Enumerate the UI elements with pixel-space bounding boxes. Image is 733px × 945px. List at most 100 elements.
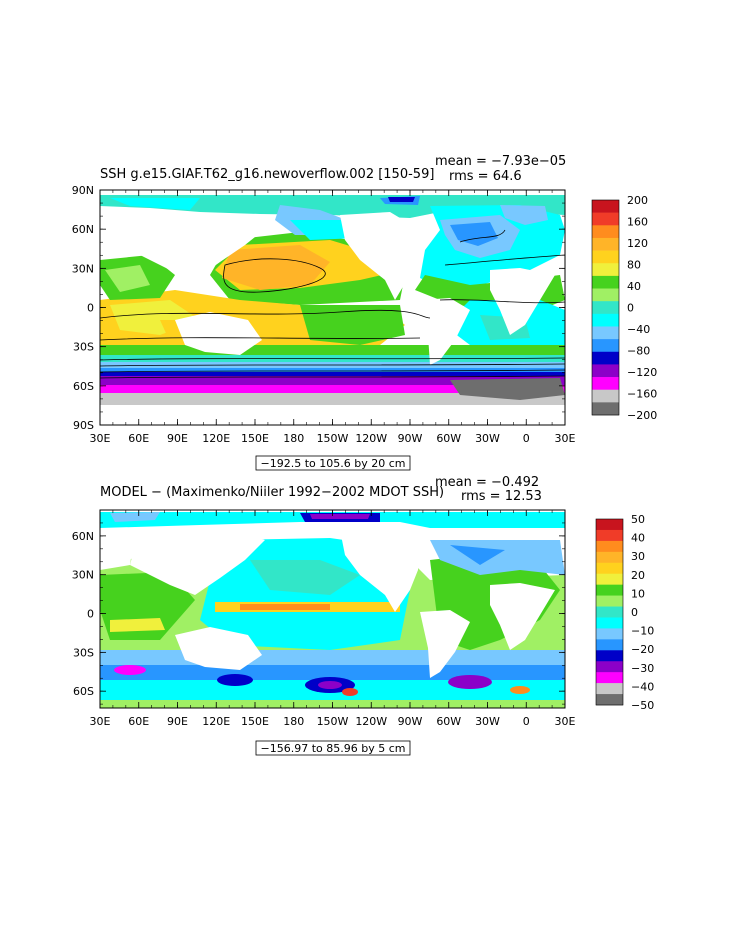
colorbar-swatch <box>596 639 623 651</box>
colorbar-swatch <box>596 617 623 629</box>
colorbar-label: 80 <box>627 259 641 272</box>
panel-1-title: SSH g.e15.GIAF.T62_g16.newoverflow.002 [… <box>100 167 434 182</box>
x-tick-label: 60W <box>436 715 461 728</box>
colorbar-swatch <box>592 237 619 251</box>
colorbar-swatch <box>592 377 619 391</box>
colorbar-frame <box>595 518 624 706</box>
x-tick-label: 150W <box>317 432 349 445</box>
panel-1-x-axis: 30E 60E 90E 120E 150E 180 150W 120W 90W 60W 30W 0 30… <box>90 190 576 445</box>
colorbar-swatch <box>592 275 619 289</box>
panel-1-map-fill <box>100 190 565 425</box>
panel-2-contour-info: −156.97 to 85.96 by 5 cm <box>261 742 406 755</box>
panel-2-mean: mean = −0.492 <box>435 475 539 490</box>
colorbar-label: −80 <box>627 345 650 358</box>
y-tick-label: 60N <box>72 530 94 543</box>
colorbar-swatch <box>592 326 619 340</box>
x-tick-label: 30W <box>475 432 500 445</box>
colorbar-label: −30 <box>631 662 654 675</box>
y-tick-label: 30S <box>73 341 94 354</box>
colorbar-swatch <box>592 364 619 378</box>
y-tick-label: 90S <box>73 419 94 432</box>
colorbar-swatch <box>596 650 623 662</box>
y-tick-label: 30S <box>73 646 94 659</box>
colorbar-swatch <box>592 402 619 416</box>
x-tick-label: 90W <box>398 715 423 728</box>
colorbar-swatch <box>596 562 623 575</box>
colorbar-swatch <box>596 519 623 531</box>
x-tick-label: 0 <box>523 715 530 728</box>
colorbar-swatch <box>592 313 619 327</box>
panel-1-colorbar: 200 160 120 80 40 0 −40 −80 −120 −160 −200 <box>591 194 657 422</box>
panel-2-y-axis: 60N 30N 0 30S 60S <box>72 509 565 705</box>
y-tick-label: 0 <box>87 302 94 315</box>
colorbar-label: −20 <box>631 643 654 656</box>
colorbar-swatch <box>592 200 619 213</box>
colorbar-swatch <box>592 288 619 302</box>
colorbar-swatch <box>596 529 623 542</box>
x-tick-label: 30E <box>90 432 111 445</box>
colorbar-label: −50 <box>631 699 654 712</box>
x-tick-label: 90E <box>167 715 188 728</box>
x-tick-label: 60W <box>436 432 461 445</box>
colorbar-swatch <box>596 628 623 640</box>
panel-2-contour-info-box <box>255 740 411 756</box>
x-tick-label: 120E <box>202 432 230 445</box>
panel-1-rms: rms = 64.6 <box>449 169 522 184</box>
panel-2-rms: rms = 12.53 <box>461 489 542 504</box>
colorbar-label: 200 <box>627 194 648 207</box>
colorbar-label: −120 <box>627 366 657 379</box>
colorbar-swatch <box>592 263 619 277</box>
x-tick-label: 120E <box>202 715 230 728</box>
x-tick-label: 150E <box>241 432 269 445</box>
panel-1-contour-info: −192.5 to 105.6 by 20 cm <box>261 457 406 470</box>
colorbar-swatch <box>596 694 623 706</box>
y-tick-label: 60S <box>73 380 94 393</box>
colorbar-label: 120 <box>627 237 648 250</box>
panel-2-x-axis: 30E 60E 90E 120E 150E 180 150W 120W 90W 60W 30W 0 30… <box>90 510 576 728</box>
colorbar-swatch <box>592 351 619 365</box>
y-tick-label: 0 <box>87 608 94 621</box>
colorbar-label: 50 <box>631 513 645 526</box>
panel-2-map-fill <box>100 510 565 708</box>
colorbar-label: 160 <box>627 216 648 229</box>
panel-2-title: MODEL − (Maximenko/Niiler 1992−2002 MDOT… <box>100 485 444 500</box>
colorbar-label: 0 <box>627 302 634 315</box>
x-tick-label: 30W <box>475 715 500 728</box>
x-tick-label: 60E <box>128 715 149 728</box>
x-tick-label: 30E <box>555 715 576 728</box>
x-tick-label: 30E <box>555 432 576 445</box>
y-tick-label: 60N <box>72 223 94 236</box>
colorbar-swatch <box>592 225 619 239</box>
colorbar-label: −10 <box>631 625 654 638</box>
colorbar-swatch <box>596 595 623 607</box>
colorbar-label: 10 <box>631 587 645 600</box>
x-tick-label: 150E <box>241 715 269 728</box>
panel-1-mean: mean = −7.93e−05 <box>435 154 566 169</box>
x-tick-label: 0 <box>523 432 530 445</box>
panel-2: MODEL − (Maximenko/Niiler 1992−2002 MDOT… <box>72 475 654 756</box>
colorbar-label: −200 <box>627 409 657 422</box>
colorbar-swatch <box>592 389 619 403</box>
x-tick-label: 90E <box>167 432 188 445</box>
y-tick-label: 90N <box>72 184 94 197</box>
panel-2-colorbar: 50 40 30 20 10 0 −10 −20 −30 −40 −50 <box>595 513 654 712</box>
colorbar-swatch <box>596 606 623 618</box>
colorbar-label: −40 <box>631 680 654 693</box>
colorbar-swatch <box>596 573 623 585</box>
x-tick-label: 120W <box>355 715 387 728</box>
colorbar-swatch <box>596 540 623 553</box>
x-tick-label: 180 <box>283 715 304 728</box>
x-tick-label: 150W <box>317 715 349 728</box>
panel-1-y-axis: 90N 60N 30N 0 30S 60S 90S <box>72 184 565 432</box>
panel-1-contour-info-box <box>255 455 411 471</box>
y-tick-label: 30N <box>72 262 94 275</box>
x-tick-label: 120W <box>355 432 387 445</box>
colorbar-swatch <box>596 584 623 596</box>
x-tick-label: 90W <box>398 432 423 445</box>
x-tick-label: 60E <box>128 432 149 445</box>
colorbar-swatch <box>592 212 619 226</box>
colorbar-swatch <box>592 250 619 264</box>
colorbar-label: 0 <box>631 606 638 619</box>
colorbar-label: −40 <box>627 323 650 336</box>
